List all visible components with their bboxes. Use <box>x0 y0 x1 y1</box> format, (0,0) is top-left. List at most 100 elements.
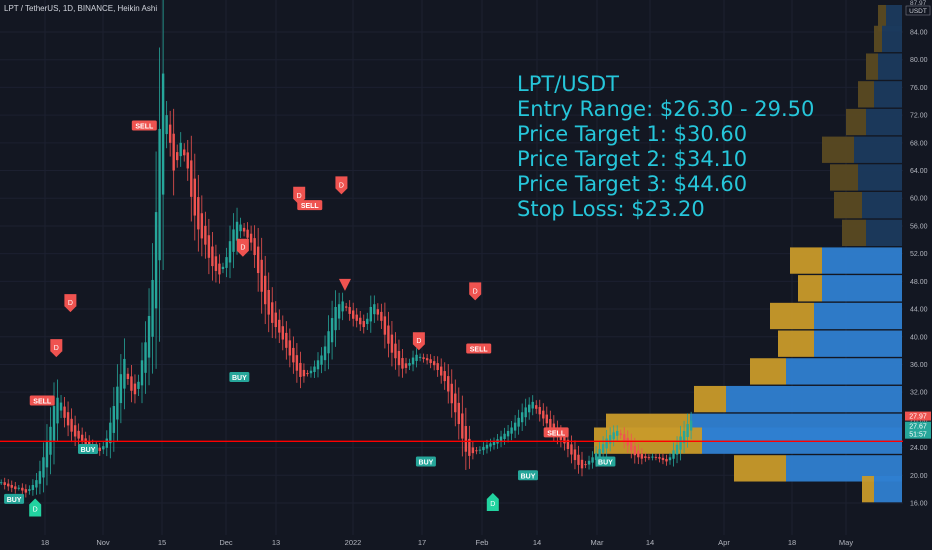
candle-body <box>633 446 636 456</box>
symbol-header[interactable]: LPT / TetherUS, 1D, BINANCE, Heikin Ashi <box>4 4 158 13</box>
candle-body <box>24 489 28 493</box>
candle-body <box>675 444 679 455</box>
candle-body <box>616 430 619 436</box>
candle-body <box>447 376 450 392</box>
price-tick-label: 44.00 <box>910 307 928 314</box>
candle-body <box>179 142 182 157</box>
price-tick-label: 60.00 <box>910 196 928 203</box>
candle-body <box>309 370 313 374</box>
candle-body <box>457 402 460 425</box>
buy-signal-badge <box>4 493 25 504</box>
candle-body <box>225 257 228 268</box>
price-tick-label: 48.00 <box>910 279 928 286</box>
sell-signal-badge <box>543 427 569 438</box>
time-tick-label: 18 <box>41 538 49 547</box>
candle-body <box>176 152 179 161</box>
candle-body <box>531 401 534 409</box>
buy-signal-label: BUY <box>521 473 536 480</box>
candle-body <box>239 224 242 232</box>
target-2-text: Price Target 2: $34.10 <box>517 147 748 171</box>
candle-body <box>440 366 443 376</box>
trade-plan-annotation[interactable]: LPT/USDT Entry Range: $26.30 - 29.50 Pri… <box>517 72 814 222</box>
candle-body <box>158 128 161 261</box>
candle-body <box>401 358 404 369</box>
buy-signal-label: BUY <box>419 459 434 466</box>
diamond-signal-label: D <box>33 507 38 514</box>
candle-body <box>689 420 693 431</box>
price-tick-label: 72.00 <box>910 113 928 120</box>
candle-body <box>260 259 263 292</box>
candle-body <box>253 238 256 256</box>
candle-body <box>482 446 485 451</box>
candle-body <box>154 212 158 309</box>
candle-body <box>601 444 605 453</box>
candle-body <box>612 432 615 440</box>
candle-body <box>661 457 665 461</box>
candle-body <box>570 444 573 455</box>
candle-body <box>598 448 601 457</box>
candle-body <box>436 363 439 371</box>
time-axis[interactable]: 18 Nov 15 Dec 13 2022 17 Feb 14 Mar 14 Apr 18 May <box>0 535 932 550</box>
candle-body <box>644 456 647 458</box>
candle-body <box>77 430 80 439</box>
profile-down-bar <box>790 247 822 274</box>
sell-signal-label: SELL <box>33 398 52 405</box>
candle-body <box>464 426 468 452</box>
price-axis-bg <box>903 0 932 550</box>
price-tick-label: 20.00 <box>910 473 928 480</box>
price-badge <box>905 421 931 431</box>
buy-signal-badge <box>518 470 538 481</box>
profile-up-bar <box>874 81 902 108</box>
candle-body <box>35 480 38 488</box>
time-tick-label: Mar <box>591 538 604 547</box>
profile-down-bar <box>862 475 874 503</box>
price-badge-label: 51:57 <box>909 432 927 439</box>
candle-body <box>190 160 193 197</box>
diamond-signal-label: D <box>54 345 59 352</box>
candle-body <box>573 449 577 461</box>
profile-down-bar <box>822 136 854 163</box>
time-tick-label: Feb <box>476 538 489 547</box>
diamond-signal-label: D <box>68 300 73 307</box>
price-badge <box>905 411 931 421</box>
candle-body <box>246 229 249 238</box>
candle-body <box>679 436 682 450</box>
profile-down-bar <box>866 53 878 80</box>
time-tick-label: 14 <box>533 538 541 547</box>
candle-body <box>352 310 355 319</box>
candle-body <box>249 233 253 243</box>
candle-body <box>116 386 119 420</box>
candle-body <box>218 263 221 275</box>
profile-up-bar <box>882 25 902 53</box>
price-tick-label: 36.00 <box>910 362 928 369</box>
price-badge <box>905 429 931 439</box>
price-tick-label: 84.00 <box>910 30 928 37</box>
sell-signal-label: SELL <box>301 203 320 210</box>
sell-signal-badge <box>297 200 323 211</box>
candle-body <box>454 393 457 413</box>
candle-body <box>647 457 651 459</box>
diamond-signal-down <box>236 238 249 257</box>
profile-down-bar <box>834 192 862 219</box>
candle-body <box>147 315 151 358</box>
candle-body <box>580 459 584 469</box>
candle-body <box>672 450 675 459</box>
candle-body <box>281 326 284 340</box>
candle-body <box>165 115 168 135</box>
time-tick-label: 15 <box>158 538 166 547</box>
candle-body <box>369 306 372 322</box>
candle-body <box>327 331 330 354</box>
diamond-signal-down <box>469 282 482 301</box>
candle-body <box>390 334 394 353</box>
candle-body <box>524 407 527 418</box>
candle-body <box>144 342 147 373</box>
candle-body <box>207 235 211 258</box>
candle-body <box>232 229 235 252</box>
time-tick-label: Nov <box>96 538 110 547</box>
price-tick-label: 68.00 <box>910 140 928 147</box>
candle-body <box>408 363 411 366</box>
buy-signal-badge <box>229 371 250 382</box>
candle-body <box>123 358 126 389</box>
